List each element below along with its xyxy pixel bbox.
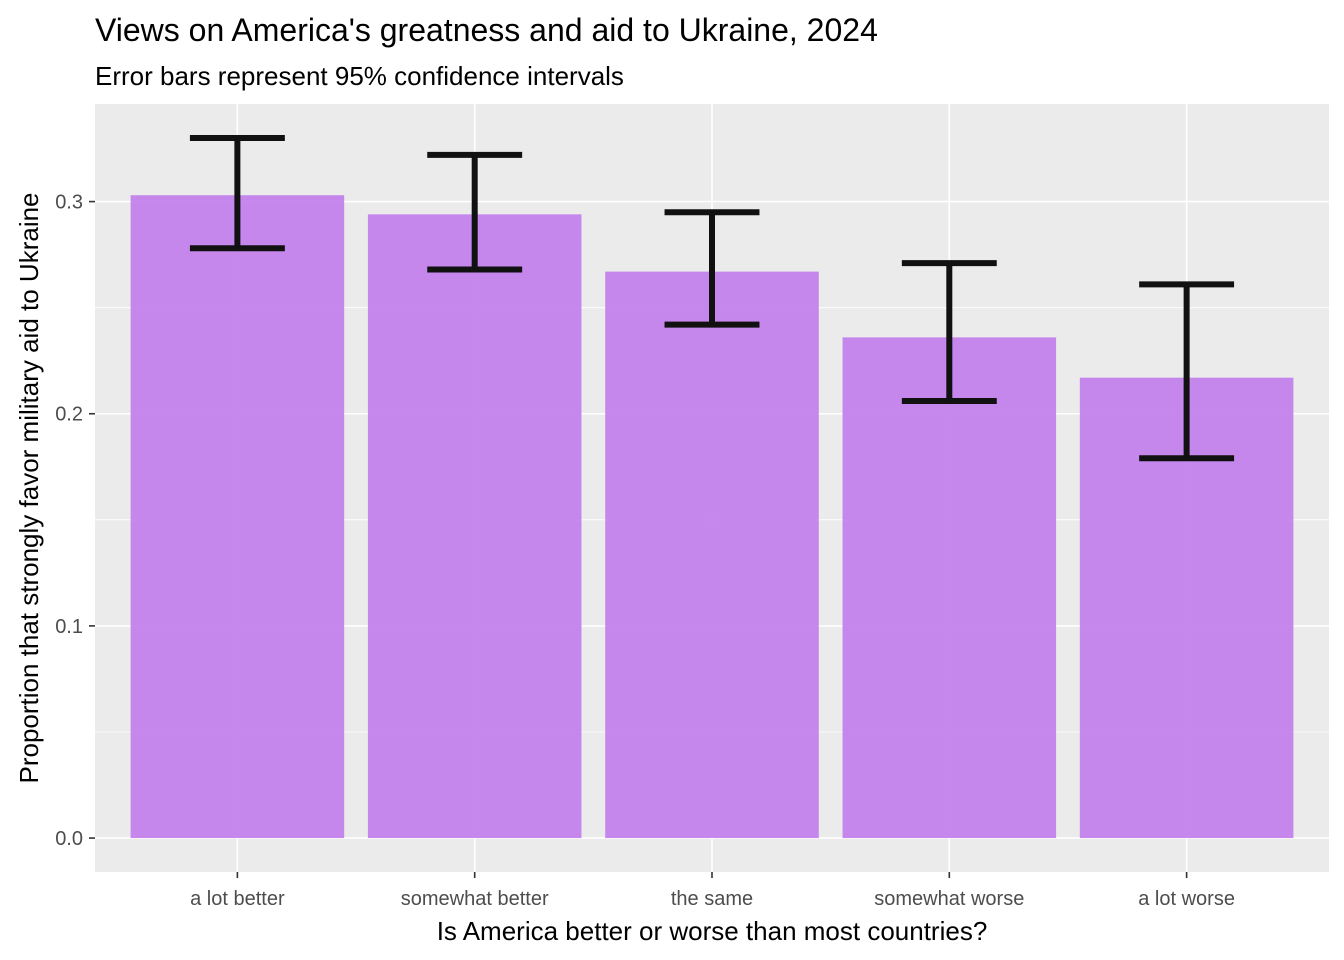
y-tick-label: 0.1 [55, 616, 83, 638]
bar [842, 337, 1057, 839]
bar [367, 214, 582, 839]
x-tick-label: the same [671, 888, 753, 910]
x-axis-label: Is America better or worse than most cou… [437, 916, 988, 946]
chart-subtitle: Error bars represent 95% confidence inte… [95, 61, 624, 91]
y-tick-label: 0.2 [55, 404, 83, 426]
chart-title: Views on America's greatness and aid to … [95, 12, 878, 48]
x-tick-label: somewhat better [401, 888, 549, 910]
y-tick-label: 0.3 [55, 192, 83, 214]
y-axis-label: Proportion that strongly favor military … [14, 192, 44, 783]
x-tick-label: a lot worse [1138, 888, 1235, 910]
bar [605, 271, 819, 839]
x-tick-label: a lot better [190, 888, 285, 910]
bar [130, 195, 345, 839]
y-tick-label: 0.0 [55, 828, 83, 850]
x-tick-label: somewhat worse [874, 888, 1024, 910]
